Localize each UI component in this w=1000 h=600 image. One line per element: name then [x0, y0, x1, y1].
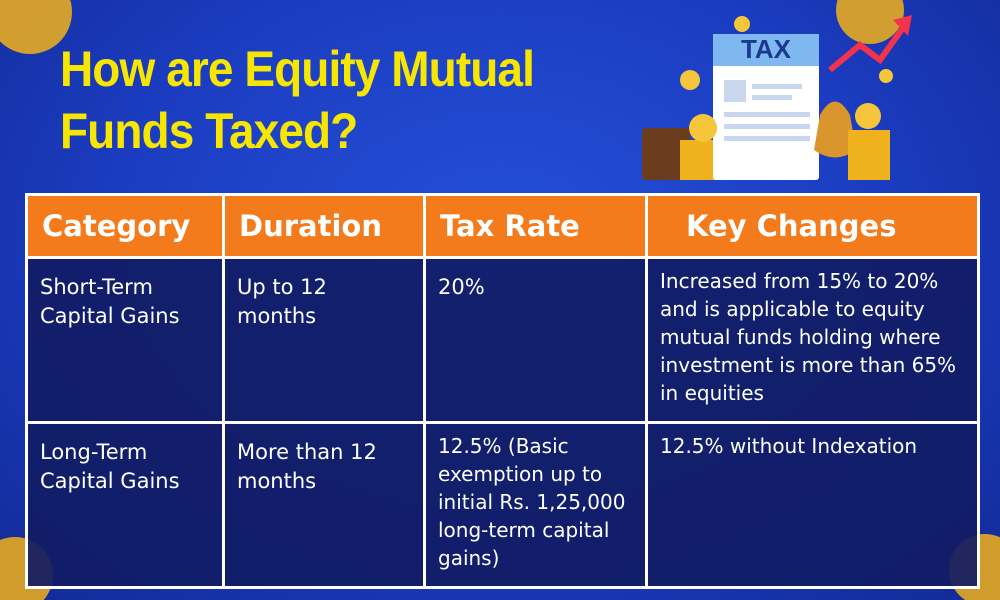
row: Short-Term Capital Gains Up to 12 months… — [25, 256, 980, 424]
cell: Up to 12 months — [222, 256, 426, 424]
header-row: Category Duration Tax Rate Key Changes — [25, 193, 980, 259]
header-cell: Category — [25, 193, 225, 259]
cell: More than 12 months — [222, 421, 426, 589]
cell: 20% — [423, 256, 648, 424]
header-cell: Key Changes — [645, 193, 980, 259]
title: How are Equity Mutual Funds Taxed? — [60, 41, 535, 159]
cell: Short-Term Capital Gains — [25, 256, 225, 424]
cell: 12.5% without Indexation — [645, 421, 980, 589]
cell: Long-Term Capital Gains — [25, 421, 225, 589]
header-cell: Duration — [222, 193, 426, 259]
row: Long-Term Capital Gains More than 12 mon… — [25, 421, 980, 589]
illustration-label: TAX — [741, 34, 792, 64]
header-cell: Tax Rate — [423, 193, 648, 259]
cell: Increased from 15% to 20% and is applica… — [645, 256, 980, 424]
tax-table: Category Duration Tax Rate Key Changes S… — [25, 193, 980, 589]
cell: 12.5% (Basic exemption up to initial Rs.… — [423, 421, 648, 589]
